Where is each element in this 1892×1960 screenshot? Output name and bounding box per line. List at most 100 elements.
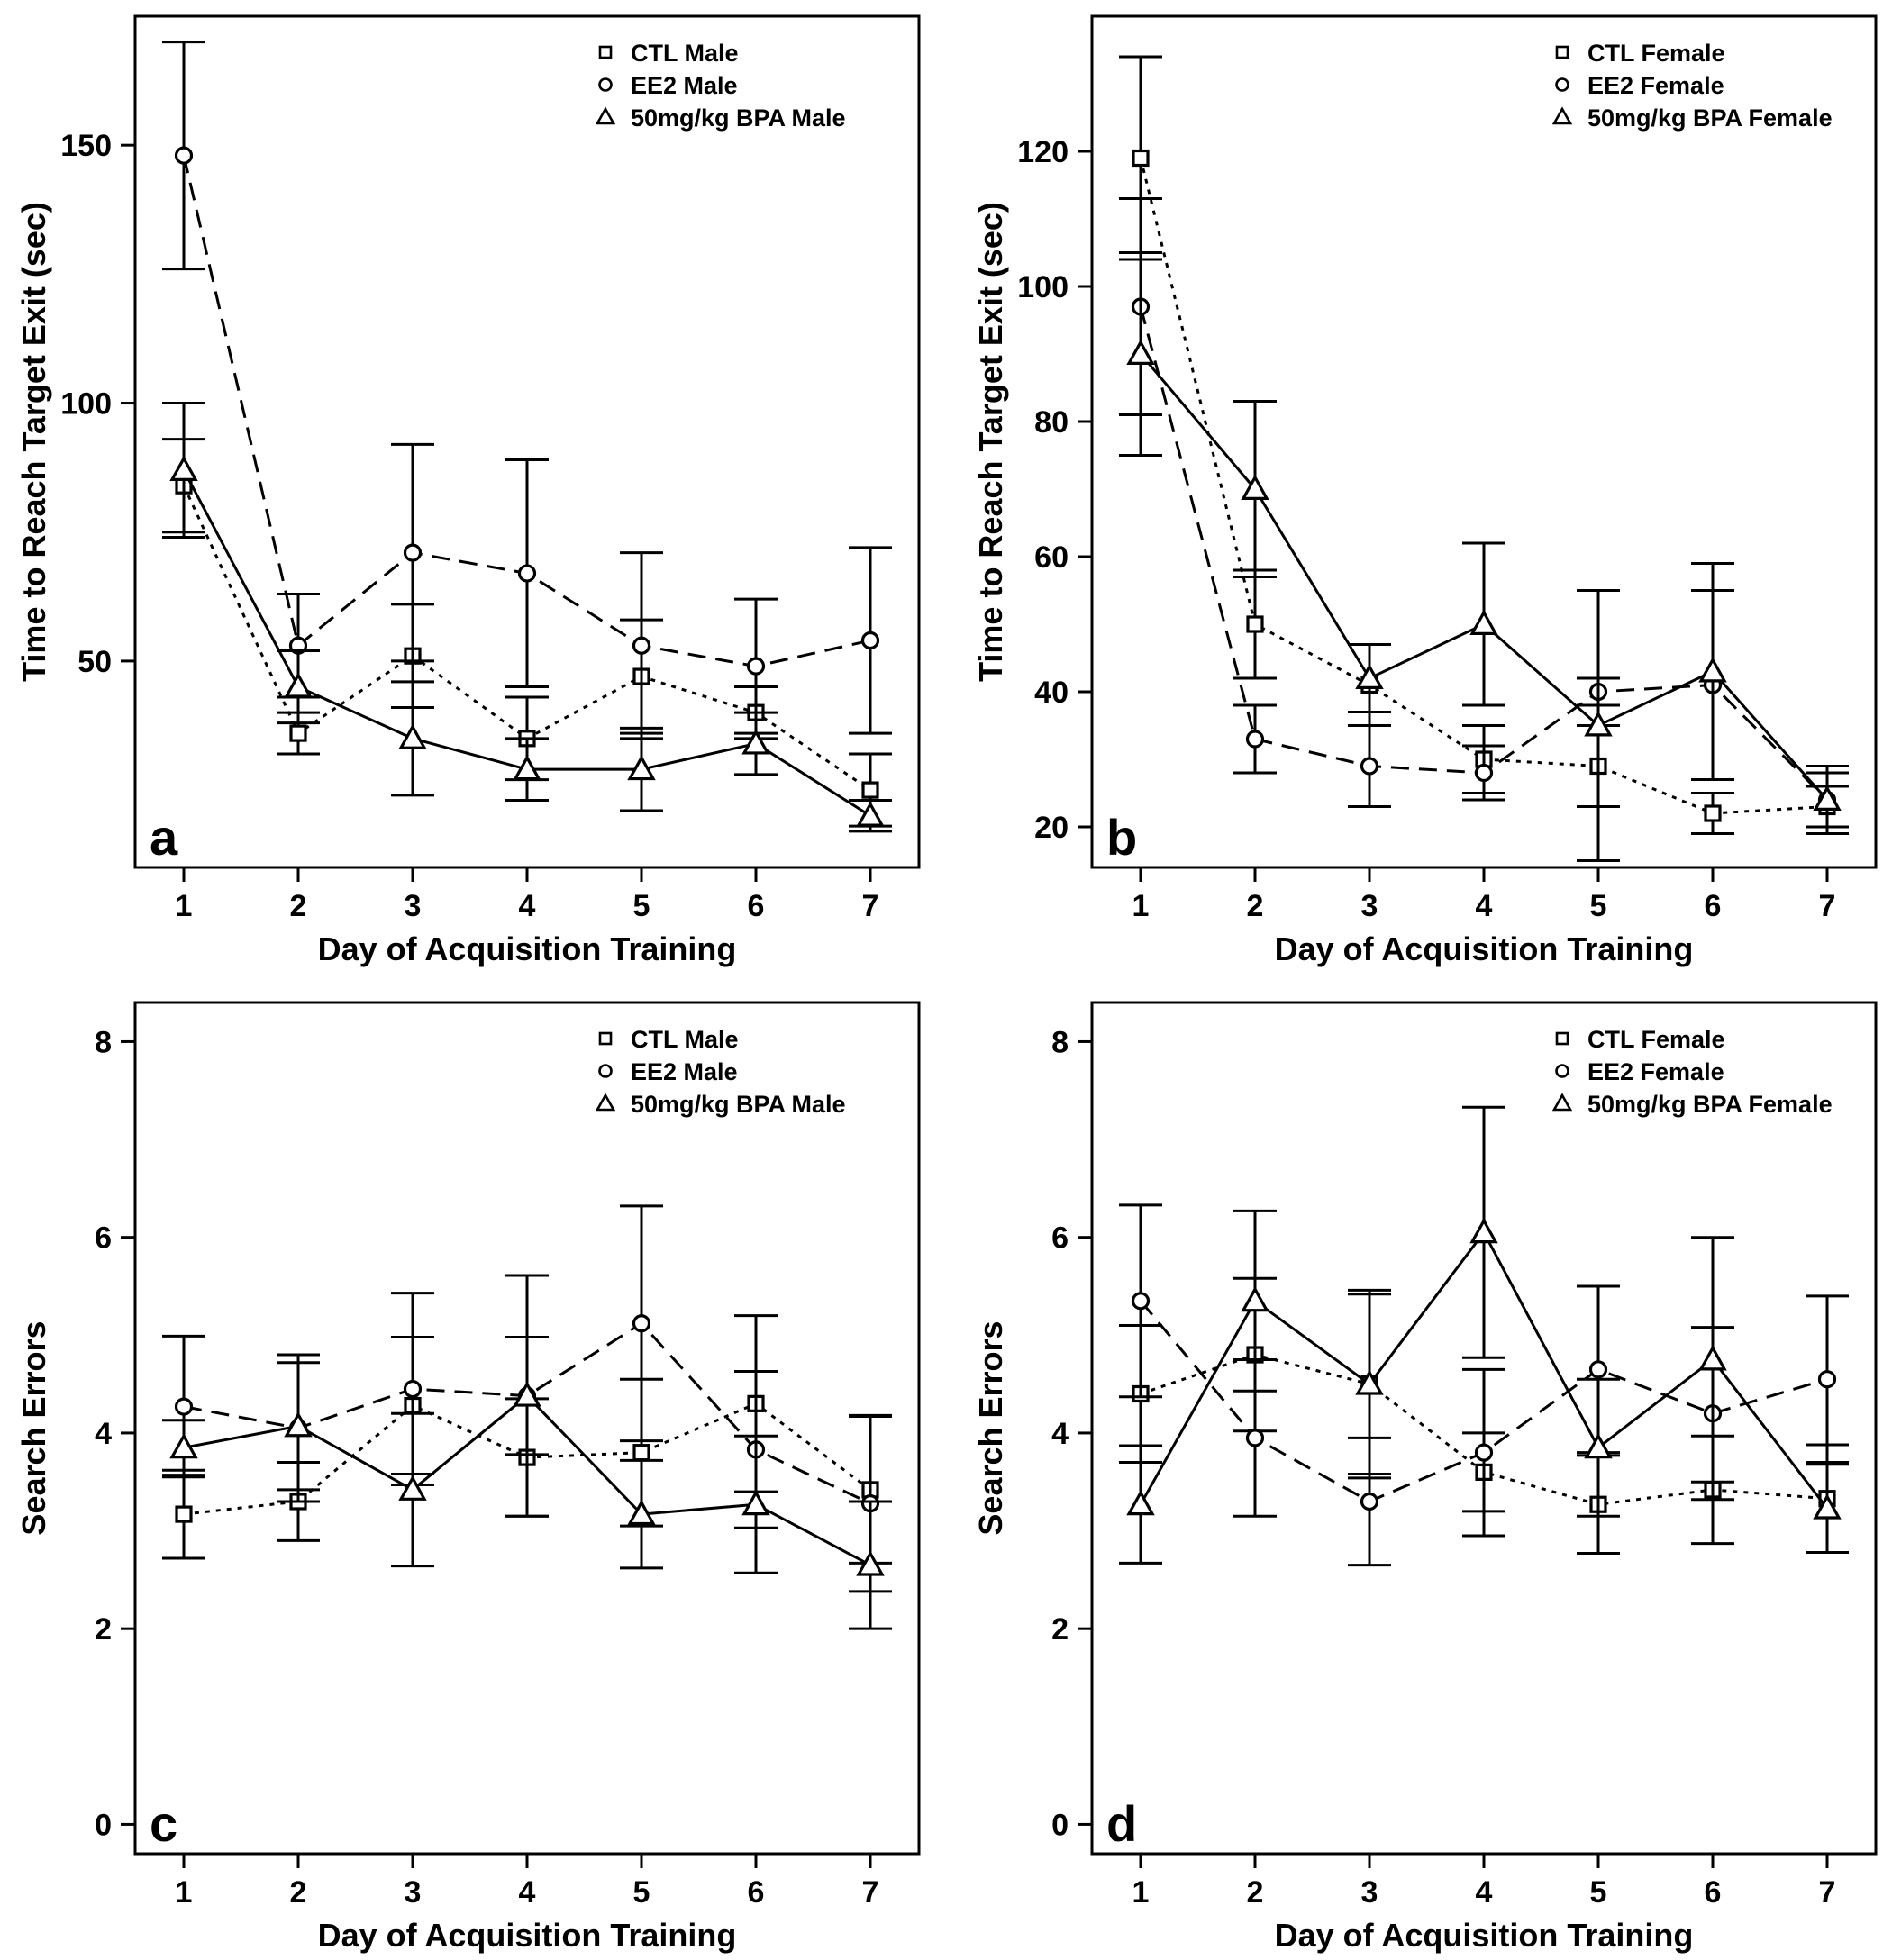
data-point-triangle xyxy=(169,1432,198,1459)
x-tick-label: 3 xyxy=(405,1875,422,1910)
legend-label: CTL Female xyxy=(1587,40,1725,67)
y-tick-label: 100 xyxy=(60,387,112,422)
data-point-triangle xyxy=(169,455,198,482)
data-point-triangle xyxy=(284,1411,313,1438)
legend-entry: 50mg/kg BPA Male xyxy=(595,104,846,132)
y-tick-label: 8 xyxy=(95,1025,112,1059)
data-point-circle xyxy=(1360,1492,1379,1511)
data-point-triangle xyxy=(741,1489,770,1516)
data-point-triangle xyxy=(1469,1217,1498,1244)
data-point-circle xyxy=(1131,1292,1151,1311)
data-point-square xyxy=(632,1444,650,1462)
data-point-triangle xyxy=(627,1499,656,1526)
data-point-triangle xyxy=(627,754,656,781)
series-2 xyxy=(1119,251,1849,862)
data-point-triangle xyxy=(1698,1345,1727,1371)
data-point-square xyxy=(1132,149,1150,168)
series-1 xyxy=(162,41,892,740)
x-tick-label: 1 xyxy=(176,1875,193,1910)
legend-entry: 50mg/kg BPA Female xyxy=(1551,104,1833,132)
legend-label: CTL Female xyxy=(1587,1026,1725,1053)
x-tick-label: 1 xyxy=(176,889,193,923)
y-tick-label: 4 xyxy=(1051,1417,1069,1451)
y-axis-title: Search Errors xyxy=(15,1320,52,1535)
x-tick-label: 3 xyxy=(405,889,422,923)
data-point-circle xyxy=(1360,757,1379,776)
data-point-triangle xyxy=(1126,1489,1155,1516)
legend-entry: EE2 Female xyxy=(1555,72,1724,99)
y-tick-label: 6 xyxy=(1051,1221,1069,1256)
data-point-circle xyxy=(1474,1443,1494,1462)
x-tick-label: 7 xyxy=(862,1875,879,1910)
panel-letter: d xyxy=(1106,1795,1137,1852)
chart-panel-b: 20 40 60 80 100 120 1 2 3 4 5 6 7 Day of Acquisition … xyxy=(972,14,1878,967)
data-point-triangle xyxy=(1813,785,1842,812)
legend-triangle-icon xyxy=(595,106,616,125)
series-line xyxy=(1139,158,1828,815)
y-tick-label: 100 xyxy=(1017,270,1069,304)
data-point-square xyxy=(175,1505,193,1523)
legend-label: CTL Male xyxy=(631,1026,739,1053)
data-point-triangle xyxy=(398,1475,427,1501)
data-point-circle xyxy=(746,657,766,676)
data-point-triangle xyxy=(1698,657,1727,683)
x-axis-title: Day of Acquisition Training xyxy=(318,930,737,967)
legend-entry: CTL Male xyxy=(598,1026,739,1053)
chart-panel-a: 50 100 150 1 2 3 4 5 6 7 Day of Acquisition Traini… xyxy=(15,14,921,967)
y-tick-label: 120 xyxy=(1017,135,1069,169)
chart-panel-c: 0 2 4 6 8 1 2 3 4 5 6 7 Day of Acquisition Training S… xyxy=(15,1001,921,1954)
legend-circle-icon xyxy=(598,1064,613,1078)
data-point-square xyxy=(1704,804,1722,822)
data-point-circle xyxy=(403,543,423,562)
x-tick-label: 6 xyxy=(1705,889,1722,923)
data-point-circle xyxy=(403,1379,423,1399)
y-axis-title: Search Errors xyxy=(972,1320,1009,1535)
legend-square-icon xyxy=(598,45,613,59)
y-tick-label: 20 xyxy=(1034,811,1069,845)
data-point-triangle xyxy=(513,754,541,781)
legend: CTL Male EE2 Male 50mg/kg BPA Male xyxy=(595,40,846,132)
y-axis-title: Time to Reach Target Exit (sec) xyxy=(15,202,52,682)
y-tick-label: 80 xyxy=(1034,405,1069,440)
data-point-triangle xyxy=(513,1381,541,1407)
data-point-triangle xyxy=(1469,609,1498,636)
data-point-triangle xyxy=(1241,474,1269,501)
data-point-triangle xyxy=(284,672,313,698)
legend-label: 50mg/kg BPA Male xyxy=(631,104,846,132)
legend-square-icon xyxy=(598,1031,613,1046)
legend-label: EE2 Male xyxy=(631,72,738,99)
legend-circle-icon xyxy=(1555,1064,1569,1078)
x-tick-label: 3 xyxy=(1361,1875,1378,1910)
x-tick-label: 7 xyxy=(1819,1875,1836,1910)
legend: CTL Female EE2 Female 50mg/kg BPA Female xyxy=(1551,1026,1833,1118)
legend-entry: EE2 Female xyxy=(1555,1058,1724,1085)
legend-label: EE2 Male xyxy=(631,1058,738,1085)
legend: CTL Male EE2 Male 50mg/kg BPA Male xyxy=(595,1026,846,1118)
data-point-square xyxy=(861,781,879,799)
data-point-circle xyxy=(1588,1360,1608,1379)
x-tick-label: 6 xyxy=(1705,1875,1722,1910)
x-tick-label: 1 xyxy=(1132,1875,1150,1910)
data-point-circle xyxy=(632,636,651,655)
x-tick-label: 4 xyxy=(1476,1875,1493,1910)
chart-panel-d: 0 2 4 6 8 1 2 3 4 5 6 7 Day of Acquisition Training S… xyxy=(972,1001,1878,1954)
x-tick-label: 5 xyxy=(633,889,650,923)
legend-entry: CTL Female xyxy=(1555,1026,1725,1053)
data-point-triangle xyxy=(856,1550,885,1576)
data-point-square xyxy=(289,724,307,742)
y-tick-label: 2 xyxy=(95,1612,112,1647)
legend-label: 50mg/kg BPA Male xyxy=(631,1091,846,1118)
legend-square-icon xyxy=(1555,45,1569,59)
data-point-triangle xyxy=(1584,711,1613,737)
data-point-circle xyxy=(1817,1370,1837,1389)
x-axis-title: Day of Acquisition Training xyxy=(1275,930,1694,967)
data-point-triangle xyxy=(741,729,770,755)
panel-letter: c xyxy=(150,1795,177,1852)
series-0 xyxy=(1119,55,1849,835)
y-tick-label: 0 xyxy=(95,1808,112,1842)
x-tick-label: 5 xyxy=(1590,1875,1607,1910)
legend-triangle-icon xyxy=(595,1093,616,1112)
x-axis-title: Day of Acquisition Training xyxy=(318,1917,737,1954)
panel-letter: a xyxy=(150,809,178,866)
